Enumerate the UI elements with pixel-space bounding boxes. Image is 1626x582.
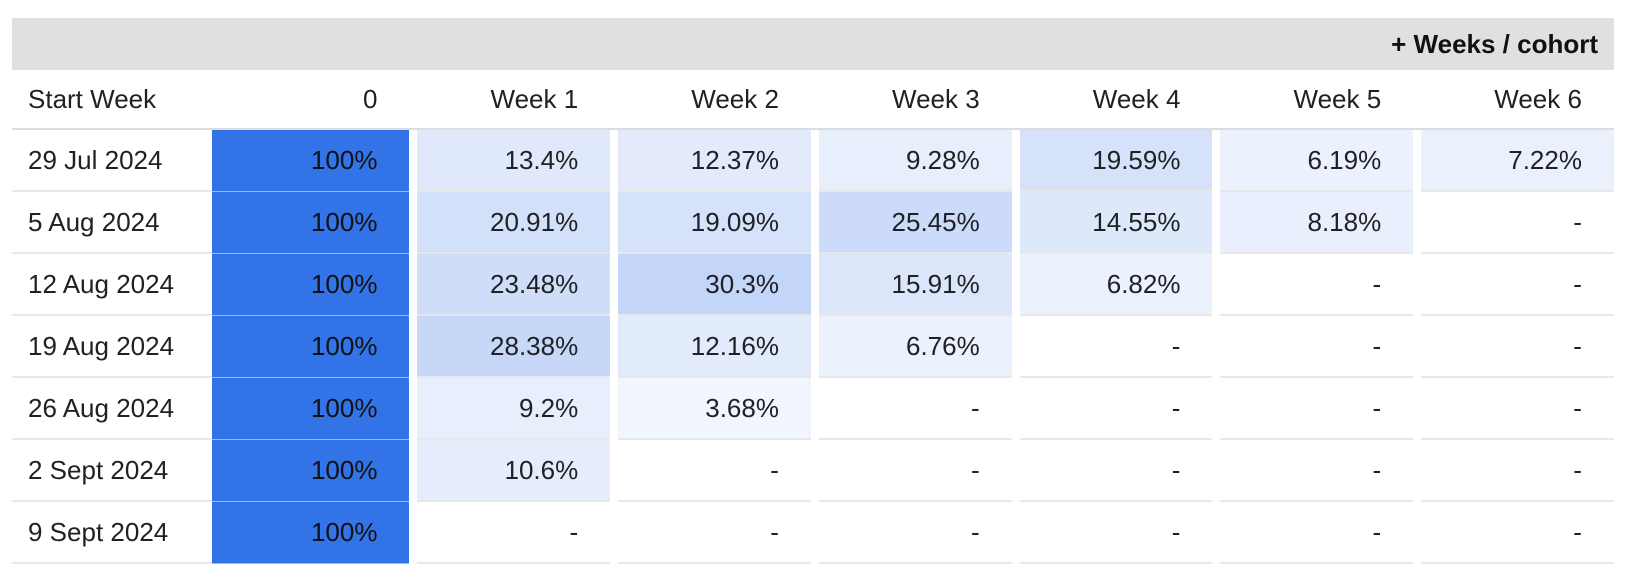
- retention-cell: -: [818, 378, 1012, 440]
- table-row: 26 Aug 2024 100% 9.2% 3.68% - - - -: [12, 378, 1614, 440]
- retention-cell: 8.18%: [1220, 192, 1414, 254]
- retention-cell: 13.4%: [417, 130, 611, 192]
- start-week-cell: 29 Jul 2024: [12, 130, 212, 192]
- retention-cell: -: [1421, 316, 1614, 378]
- retention-cell: 30.3%: [618, 254, 811, 316]
- column-header: Week 5: [1293, 83, 1382, 114]
- retention-cell: -: [618, 502, 811, 564]
- retention-cell: -: [417, 502, 611, 564]
- retention-cell: 9.2%: [417, 378, 611, 440]
- retention-cell: -: [1019, 316, 1213, 378]
- retention-cell: 6.82%: [1019, 254, 1213, 316]
- retention-cell: -: [1421, 192, 1614, 254]
- retention-cell: -: [1220, 378, 1414, 440]
- retention-cell: -: [1421, 440, 1614, 502]
- retention-cell: 19.09%: [618, 192, 811, 254]
- table-body: 29 Jul 2024 100% 13.4% 12.37% 9.28% 19.59% 6.1…: [12, 130, 1614, 564]
- retention-cell: -: [1220, 254, 1414, 316]
- cohort-size-cell: 100%: [211, 502, 410, 564]
- retention-cell: -: [1220, 440, 1414, 502]
- retention-cell: 7.22%: [1421, 130, 1614, 192]
- column-header: Week 2: [691, 83, 779, 114]
- retention-cell: -: [1220, 316, 1414, 378]
- cohort-size-cell: 100%: [211, 440, 410, 502]
- cohort-size-cell: 100%: [211, 316, 410, 378]
- retention-cell: -: [1421, 502, 1614, 564]
- retention-cell: 6.19%: [1220, 130, 1414, 192]
- retention-cell: -: [1019, 378, 1213, 440]
- retention-cell: 6.76%: [818, 316, 1012, 378]
- retention-cell: -: [618, 440, 811, 502]
- column-header: Week 4: [1092, 83, 1181, 114]
- column-header: Week 6: [1494, 83, 1582, 114]
- retention-cell: 25.45%: [818, 192, 1012, 254]
- start-week-cell: 26 Aug 2024: [12, 378, 212, 440]
- retention-cell: 28.38%: [417, 316, 611, 378]
- column-header: Week 1: [490, 83, 579, 114]
- weeks-per-cohort-button[interactable]: + Weeks / cohort: [12, 18, 1614, 70]
- retention-cell: 12.37%: [618, 130, 811, 192]
- retention-cell: -: [1019, 440, 1213, 502]
- cohort-size-cell: 100%: [211, 254, 410, 316]
- retention-cell: 19.59%: [1019, 130, 1213, 192]
- retention-cell: 9.28%: [818, 130, 1012, 192]
- table-row: 5 Aug 2024 100% 20.91% 19.09% 25.45% 14.55% 8.…: [12, 192, 1614, 254]
- retention-cell: 23.48%: [417, 254, 611, 316]
- start-week-cell: 12 Aug 2024: [12, 254, 212, 316]
- retention-cell: 3.68%: [618, 378, 811, 440]
- retention-cell: -: [1019, 502, 1213, 564]
- retention-cell: 14.55%: [1019, 192, 1213, 254]
- column-header: Start Week: [28, 83, 157, 114]
- retention-cell: -: [1220, 502, 1414, 564]
- start-week-cell: 9 Sept 2024: [12, 502, 212, 564]
- cohort-size-cell: 100%: [211, 192, 410, 254]
- retention-cell: 15.91%: [818, 254, 1012, 316]
- retention-cell: -: [818, 440, 1012, 502]
- column-header: 0: [363, 83, 378, 114]
- cohort-size-cell: 100%: [211, 378, 410, 440]
- start-week-cell: 19 Aug 2024: [12, 316, 212, 378]
- start-week-cell: 2 Sept 2024: [12, 440, 212, 502]
- retention-cell: 20.91%: [417, 192, 611, 254]
- cohort-table: + Weeks / cohort Start Week 0 Week 1 Week 2…: [12, 18, 1614, 564]
- table-row: 2 Sept 2024 100% 10.6% - - - - -: [12, 440, 1614, 502]
- table-row: 9 Sept 2024 100% - - - - - -: [12, 502, 1614, 564]
- column-header: Week 3: [892, 83, 980, 114]
- table-header: Start Week 0 Week 1 Week 2 Week 3 Week 4 Week …: [12, 70, 1614, 130]
- retention-cell: -: [1421, 378, 1614, 440]
- table-row: 29 Jul 2024 100% 13.4% 12.37% 9.28% 19.59% 6.1…: [12, 130, 1614, 192]
- retention-cell: -: [1421, 254, 1614, 316]
- start-week-cell: 5 Aug 2024: [12, 192, 212, 254]
- retention-cell: -: [818, 502, 1012, 564]
- retention-cell: 12.16%: [618, 316, 811, 378]
- cohort-size-cell: 100%: [211, 130, 410, 192]
- retention-cell: 10.6%: [417, 440, 611, 502]
- table-row: 19 Aug 2024 100% 28.38% 12.16% 6.76% - - -: [12, 316, 1614, 378]
- table-row: 12 Aug 2024 100% 23.48% 30.3% 15.91% 6.82% - -: [12, 254, 1614, 316]
